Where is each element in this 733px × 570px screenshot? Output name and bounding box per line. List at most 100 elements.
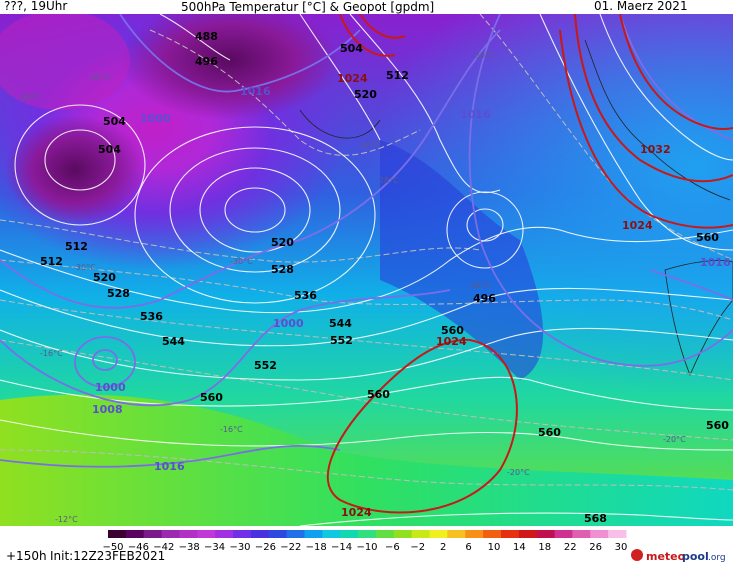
colorbar-swatch: [125, 530, 145, 538]
geo-label: 528: [271, 263, 294, 276]
colorbar-ticks: −50 −46 −42 −38 −34 −30 −26 −22 −18 −14 −10 −6 −2 2 6 1…: [102, 542, 627, 553]
colorbar-tick-label: 10: [488, 542, 501, 553]
geo-label: 560: [696, 231, 719, 244]
colorbar-tick-label: −2: [410, 542, 425, 553]
colorbar-tick-label: −38: [179, 542, 200, 553]
temp-label: -30°C: [73, 263, 96, 272]
colorbar-swatch: [608, 530, 627, 538]
colorbar-swatch: [304, 530, 323, 538]
colorbar: [108, 530, 627, 538]
pressure-label: 1024: [341, 506, 372, 519]
geo-label: 552: [330, 334, 353, 347]
magenta-patch: [0, 10, 130, 110]
geo-label: 496: [195, 55, 218, 68]
init-time: Init:12Z23FEB2021: [50, 549, 165, 563]
colorbar-swatch: [572, 530, 591, 538]
geo-label: 568: [584, 512, 607, 525]
temp-label: -20°C: [663, 435, 686, 444]
temp-label: -16°C: [220, 425, 243, 434]
geopotential-labels-east: 560 560: [696, 231, 729, 432]
colorbar-swatch: [393, 530, 413, 538]
geo-label: 544: [329, 317, 352, 330]
colorbar-swatch: [250, 530, 270, 538]
colorbar-swatch: [375, 530, 395, 538]
colorbar-tick-label: −42: [153, 542, 174, 553]
temp-label: -30°C: [358, 141, 381, 150]
colorbar-swatch: [518, 530, 538, 538]
geopotential-lines: [0, 13, 733, 527]
colorbar-tick-label: 18: [538, 542, 551, 553]
pressure-label: 1016: [154, 460, 185, 473]
colorbar-swatch: [108, 530, 127, 538]
geo-label: 488: [195, 30, 218, 43]
colorbar-swatch: [590, 530, 609, 538]
temp-label: -30°C: [230, 257, 253, 266]
meteopool-logo[interactable]: meteo pool .org: [631, 549, 726, 563]
temp-label: -12°C: [55, 515, 78, 524]
geo-label: 560: [538, 426, 561, 439]
coastline-east: [664, 260, 733, 377]
colorbar-swatch: [197, 530, 216, 538]
geo-label: 520: [271, 236, 294, 249]
brand-org: .org: [708, 553, 726, 563]
temp-label: -40°C: [18, 93, 41, 102]
geo-label: 560: [367, 388, 390, 401]
geo-label: 528: [107, 287, 130, 300]
colorbar-tick-label: 2: [440, 542, 446, 553]
geo-label: 520: [354, 88, 377, 101]
pressure-label: 1024: [436, 335, 467, 348]
colorbar-swatch: [554, 530, 573, 538]
geo-label: 512: [65, 240, 88, 253]
colorbar-tick-label: −26: [255, 542, 276, 553]
brand-pool: pool: [682, 550, 709, 563]
brand-meteo: meteo: [646, 550, 686, 563]
geo-label: 536: [140, 310, 163, 323]
colorbar-swatch: [286, 530, 305, 538]
pressure-label: 1016: [460, 108, 491, 121]
geo-label: 552: [254, 359, 277, 372]
geo-label: 512: [386, 69, 409, 82]
colorbar-swatch: [465, 530, 484, 538]
colorbar-swatch: [429, 530, 448, 538]
header-date: 01. Maerz 2021: [594, 0, 688, 13]
colorbar-swatch: [340, 530, 359, 538]
geo-label: 512: [40, 255, 63, 268]
header-bar: [0, 0, 733, 14]
pressure-label: 1024: [622, 219, 653, 232]
coastline-greenland: [584, 39, 731, 201]
geo-label: 560: [200, 391, 223, 404]
geopotential-labels: 488 496 504 512 520 504 504 512 512 520 …: [40, 30, 607, 525]
colorbar-tick-label: −18: [306, 542, 327, 553]
geo-label: 536: [294, 289, 317, 302]
geo-label: 504: [340, 42, 363, 55]
geo-label: 496: [473, 292, 496, 305]
colorbar-swatch: [411, 530, 431, 538]
map-title: 500hPa Temperatur [°C] & Geopot [gpdm]: [181, 0, 434, 14]
pressure-label: 1000: [140, 112, 171, 125]
colorbar-tick-label: 30: [615, 542, 628, 553]
header-left: ???, 19Uhr: [4, 0, 67, 13]
temp-label: -28°C: [376, 176, 399, 185]
colorbar-tick-label: −30: [229, 542, 250, 553]
colorbar-tick-label: 22: [564, 542, 577, 553]
colorbar-tick-label: −46: [128, 542, 149, 553]
colorbar-swatch: [215, 530, 234, 538]
colorbar-swatch: [179, 530, 198, 538]
colorbar-tick-label: 6: [465, 542, 471, 553]
logo-circle-icon: [631, 549, 643, 561]
colorbar-tick-label: −22: [280, 542, 301, 553]
pressure-label: 1008: [92, 403, 123, 416]
colorbar-swatch: [500, 530, 520, 538]
colorbar-tick-label: 14: [513, 542, 526, 553]
geo-label: 504: [103, 115, 126, 128]
pressure-label: 1016: [700, 256, 731, 269]
pressure-labels: 1024 1024 1032 1024 1024 1016 1016 1016 …: [92, 72, 731, 519]
isobars: [0, 13, 733, 468]
colorbar-swatch: [447, 530, 466, 538]
temp-label: -40°C: [88, 73, 111, 82]
temp-label: -20°C: [507, 468, 530, 477]
colorbar-swatch: [161, 530, 180, 538]
forecast-hour: +150h: [6, 549, 47, 563]
geo-label: 520: [93, 271, 116, 284]
